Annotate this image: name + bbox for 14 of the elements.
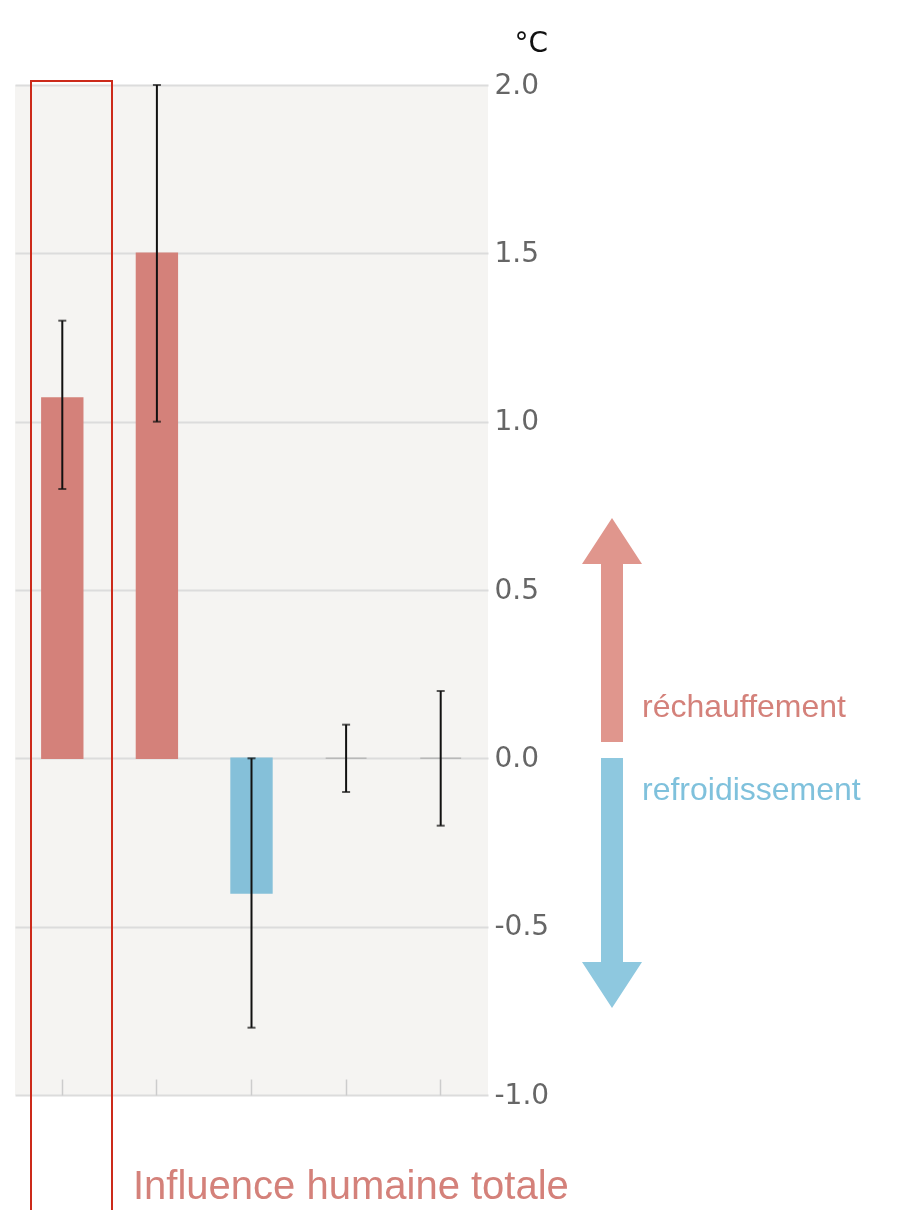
y-tick-label: 2.0 bbox=[494, 67, 540, 101]
y-tick-label: -0.5 bbox=[494, 909, 550, 943]
text: refroidissement bbox=[642, 771, 861, 807]
bar bbox=[230, 757, 273, 894]
text: réchauffement bbox=[642, 688, 846, 724]
bar bbox=[41, 397, 84, 760]
y-axis-title: °C bbox=[514, 25, 549, 59]
y-tick-label: -1.0 bbox=[494, 1077, 550, 1111]
y-tick-label: 0.5 bbox=[494, 572, 540, 606]
y-tick-label: 1.0 bbox=[494, 404, 540, 438]
y-tick-label: 0.0 bbox=[494, 740, 540, 774]
bar bbox=[135, 252, 179, 760]
text: Influence humaine totale bbox=[133, 1163, 569, 1207]
y-tick-label: 1.5 bbox=[494, 235, 540, 269]
